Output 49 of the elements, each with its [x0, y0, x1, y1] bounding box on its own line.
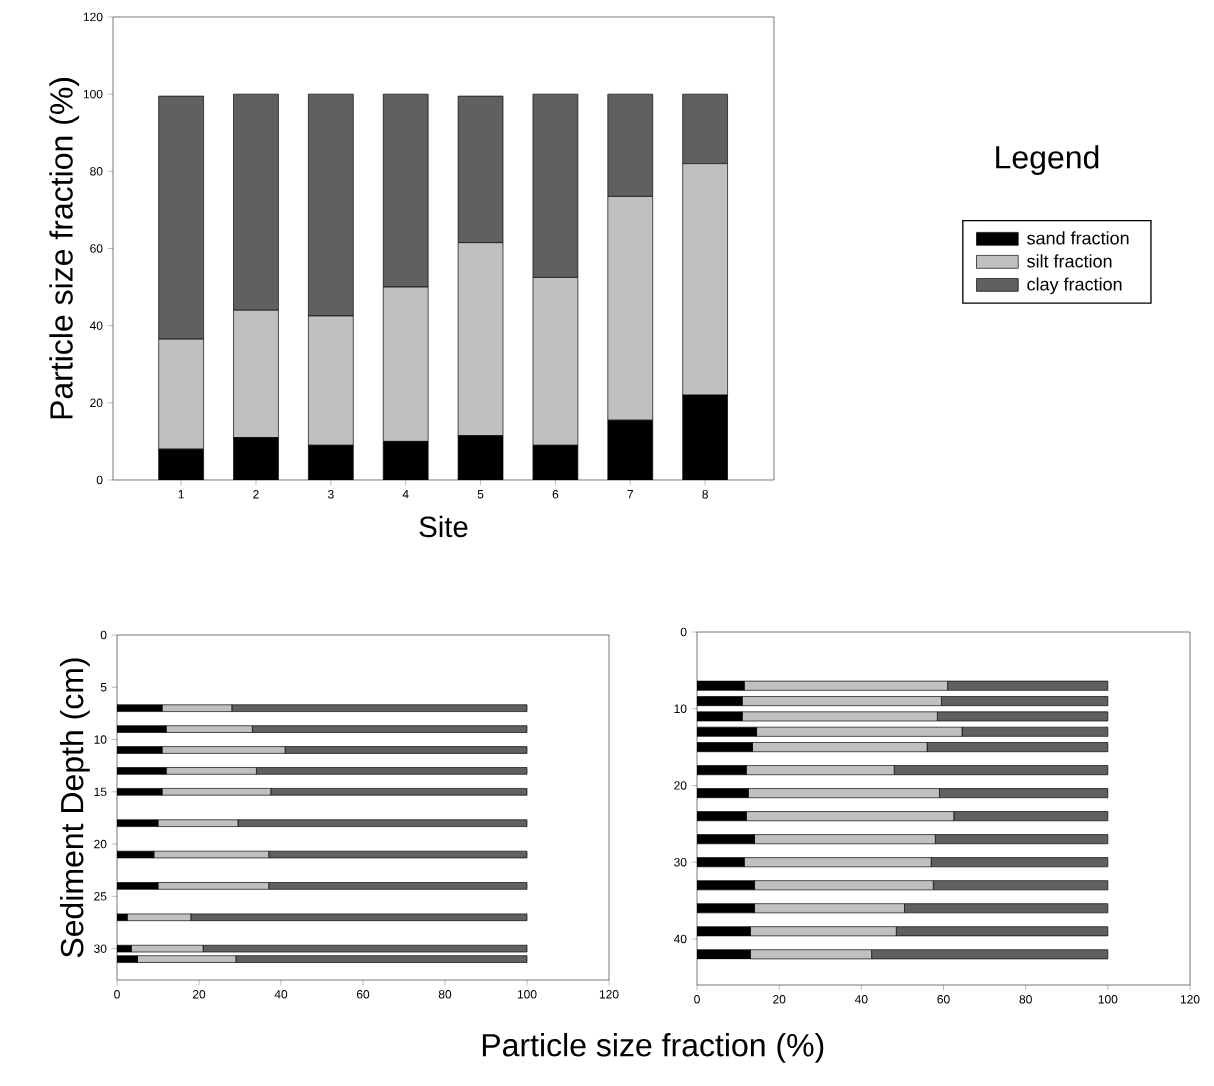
y-tick-label: 10 — [674, 704, 687, 713]
y-tick-label: 0 — [100, 630, 107, 640]
y-tick-label: 25 — [94, 892, 107, 901]
x-tick-label: 20 — [192, 990, 206, 999]
y-axis-title: Particle size fraction (%) — [49, 78, 80, 419]
y-tick-label: 60 — [90, 244, 103, 253]
y-tick-label: 80 — [90, 167, 103, 176]
x-tick-label: 120 — [599, 990, 619, 999]
legend-title: Legend — [996, 145, 1099, 175]
y-tick-label: 20 — [674, 781, 687, 790]
x-tick-label: 8 — [702, 490, 708, 499]
y-tick-label: 100 — [83, 89, 103, 99]
legend-label: clay fraction — [1027, 277, 1122, 295]
y-tick-label: 30 — [674, 857, 687, 867]
x-tick-label: 7 — [627, 490, 633, 499]
y-tick-label: 10 — [94, 735, 107, 744]
x-tick-label: 5 — [477, 490, 484, 499]
y-tick-label: 0 — [680, 627, 687, 637]
x-tick-label: 80 — [1019, 995, 1032, 1004]
y-tick-label: 15 — [94, 787, 107, 797]
x-tick-label: 20 — [773, 995, 786, 1004]
y-tick-label: 40 — [89, 321, 103, 330]
x-tick-label: 40 — [274, 990, 288, 999]
x-tick-label: 0 — [694, 995, 700, 1004]
legend-label: silt fraction — [1027, 254, 1112, 268]
y-tick-label: 5 — [100, 683, 107, 692]
x-tick-label: 40 — [854, 995, 868, 1004]
x-axis-title: Site — [419, 515, 468, 538]
x-tick-label: 60 — [937, 995, 950, 1004]
y-tick-label: 0 — [96, 475, 103, 485]
x-tick-label: 80 — [438, 990, 452, 999]
x-tick-label: 1 — [178, 490, 184, 499]
y-tick-label: 20 — [94, 839, 107, 849]
y-tick-label: 40 — [673, 934, 687, 944]
x-tick-label: 100 — [1098, 995, 1118, 1004]
legend-label: sand fraction — [1027, 231, 1129, 245]
x-tick-label: 100 — [517, 990, 537, 999]
x-tick-label: 60 — [356, 990, 370, 999]
x-tick-label: 0 — [114, 990, 120, 999]
x-tick-label: 4 — [402, 490, 409, 499]
x-tick-label: 2 — [253, 490, 259, 499]
x-tick-label: 3 — [327, 490, 334, 499]
y-tick-label: 30 — [94, 944, 107, 953]
x-tick-label: 120 — [1180, 995, 1200, 1004]
y-axis-title: Sediment Depth (cm) — [59, 658, 90, 958]
y-tick-label: 20 — [90, 398, 103, 408]
x-tick-label: 6 — [552, 490, 559, 499]
y-tick-label: 120 — [83, 12, 103, 22]
x-axis-title: Particle size fraction (%) — [482, 1033, 824, 1063]
